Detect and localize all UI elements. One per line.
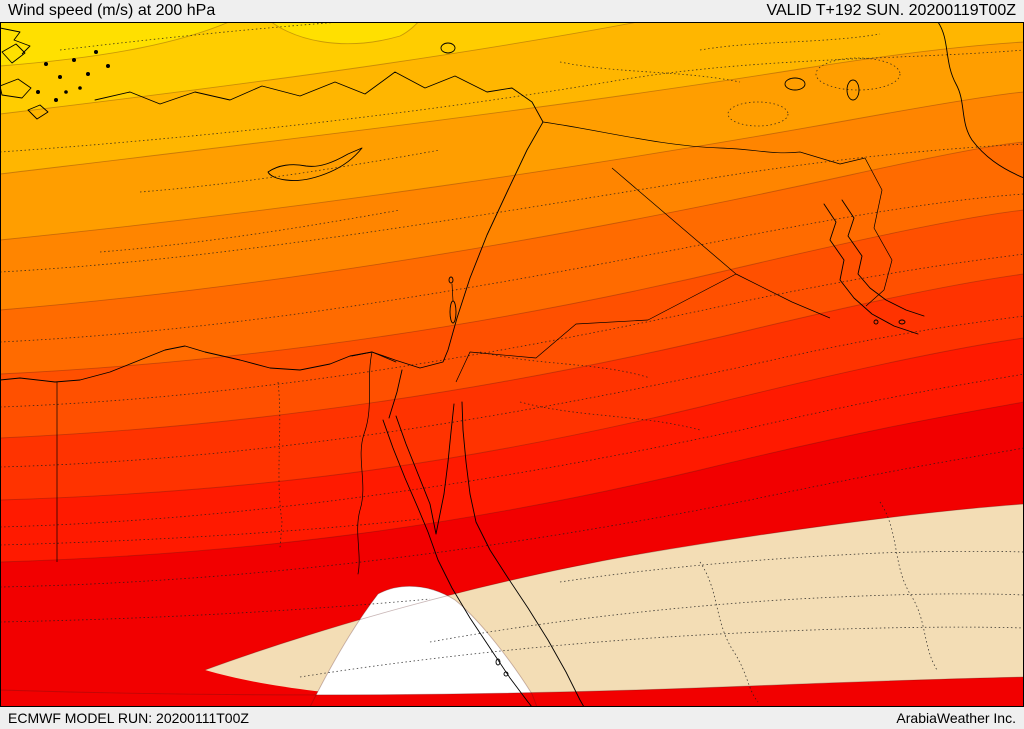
aegean-islands [0,27,110,120]
dotted-contours [0,22,1024,703]
suez-canal [388,369,403,419]
red-sea-east-shore [461,401,585,707]
lake-van [784,77,806,91]
red-sea-island-2 [503,671,509,677]
gulf-island [898,319,906,325]
sinai-peninsula-outline [395,403,455,535]
nile-river [357,351,373,575]
sea-of-galilee [448,276,454,284]
wind-map-svg [0,22,1024,707]
caspian-coast [937,22,1024,179]
border-jordan-saudi-zigzag [455,273,737,383]
map-area [0,22,1024,707]
persian-gulf-east-shore [841,199,925,317]
credit-label: ArabiaWeather Inc. [896,710,1016,726]
model-run-label: ECMWF MODEL RUN: 20200111T00Z [8,710,249,726]
overscale-areas [0,504,1024,707]
mediterranean-coastline [0,71,544,383]
valid-time-label: VALID T+192 SUN. 20200119T00Z [766,2,1016,19]
nile-delta-branches [351,351,397,363]
top-bar: Wind speed (m/s) at 200 hPa VALID T+192 … [0,0,1024,22]
coastlines [0,22,1024,707]
country-borders [56,121,893,562]
bottom-red-strip [0,677,1024,707]
lake-tuz [440,42,456,54]
jordan-river [451,283,454,302]
bottom-bar: ECMWF MODEL RUN: 20200111T00Z ArabiaWeat… [0,707,1024,729]
border-turkey-syria-iraq [542,121,866,165]
wind-speed-bands [0,22,1024,707]
border-syria-iraq [611,167,737,275]
border-iraq-saudi-east [735,273,831,319]
persian-gulf-west-shore [823,203,919,335]
map-title: Wind speed (m/s) at 200 hPa [8,2,216,19]
lake-urmia [846,79,860,101]
gulf-island-2 [873,319,879,325]
band-edge-lines [0,22,1024,707]
gulf-of-suez-west-shore [382,419,533,707]
border-iran-west [864,157,893,307]
jet-core-white [310,586,537,707]
cyprus-island [267,147,363,181]
red-sea-island [495,658,501,666]
